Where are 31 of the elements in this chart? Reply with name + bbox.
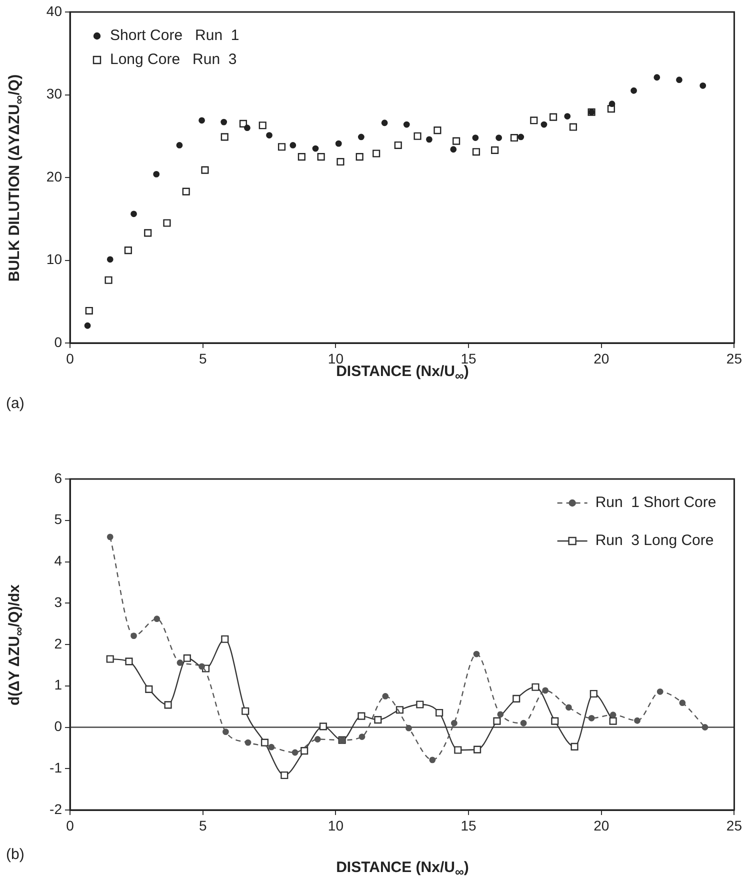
legend-label: Run 3 Long Core bbox=[595, 532, 714, 550]
y-tick-label: 10 bbox=[46, 251, 62, 268]
x-axis-title: DISTANCE (Nx/U$_{∞}$) bbox=[335, 859, 470, 879]
legend-label: Long Core Run 3 bbox=[110, 51, 237, 68]
y-tick-label: 1 bbox=[54, 676, 62, 693]
y-tick-label: 2 bbox=[54, 635, 62, 652]
x-tick-label: 5 bbox=[198, 817, 207, 834]
y-tick-label: 0 bbox=[54, 718, 62, 734]
text: (a) bbox=[6, 395, 24, 412]
legend-label: Short Core Run 1 bbox=[110, 27, 240, 44]
y-tick-label: 40 bbox=[46, 2, 62, 19]
y-tick-label: -2 bbox=[50, 800, 62, 817]
x-tick-label: 20 bbox=[594, 350, 610, 366]
legend-label: Run 1 Short Core bbox=[595, 494, 716, 512]
y-tick-label: -1 bbox=[50, 759, 62, 776]
x-tick-label: 20 bbox=[594, 817, 610, 834]
y-tick-label: 6 bbox=[54, 470, 62, 486]
y-tick-label: 4 bbox=[54, 552, 62, 569]
x-tick-label: 25 bbox=[726, 817, 742, 834]
y-tick-label: 20 bbox=[46, 168, 62, 184]
x-tick-label: 0 bbox=[66, 817, 74, 834]
y-tick-label: 30 bbox=[46, 86, 62, 102]
x-tick-label: 5 bbox=[198, 350, 207, 366]
y-tick-label: 0 bbox=[54, 334, 62, 350]
x-tick-label: 25 bbox=[726, 350, 742, 366]
y-tick-label: 3 bbox=[54, 594, 62, 610]
x-tick-label: 10 bbox=[328, 817, 344, 834]
x-tick-label: 15 bbox=[460, 817, 477, 834]
y-tick-label: 5 bbox=[54, 511, 62, 528]
x-tick-label: 0 bbox=[66, 350, 74, 366]
text: (b) bbox=[6, 846, 24, 863]
